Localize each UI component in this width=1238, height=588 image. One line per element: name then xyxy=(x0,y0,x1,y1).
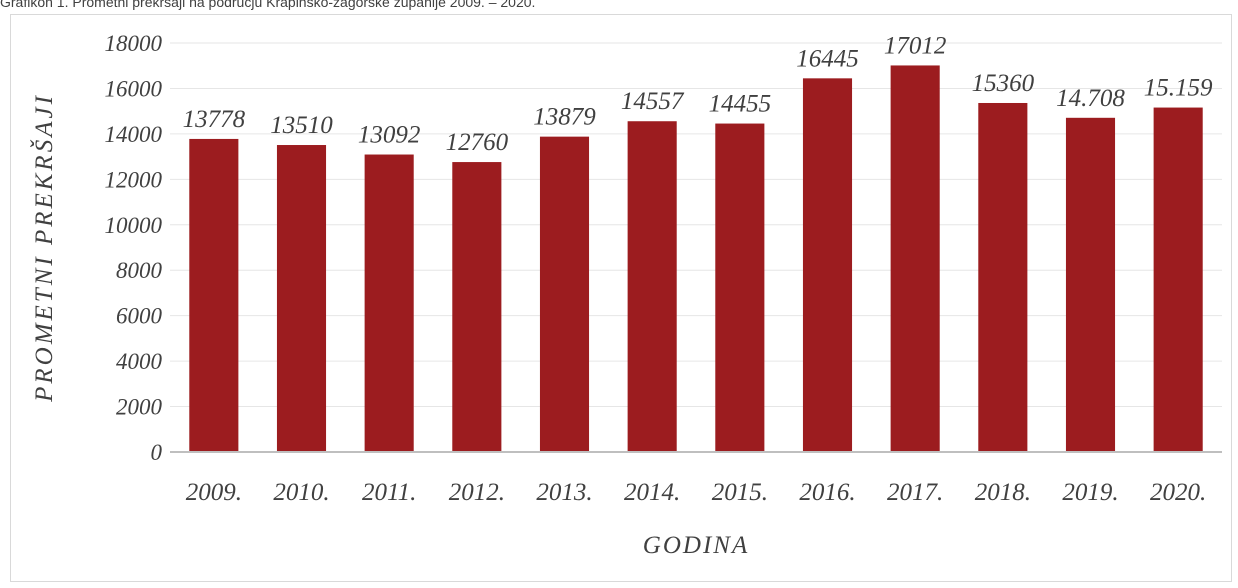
x-tick-label: 2016. xyxy=(799,479,855,506)
data-label: 13778 xyxy=(183,106,246,133)
x-tick-label: 2011. xyxy=(362,479,416,506)
x-tick-label: 2014. xyxy=(624,479,680,506)
gridlines xyxy=(170,42,1222,408)
bar xyxy=(802,78,853,452)
data-label: 13510 xyxy=(270,112,333,139)
x-tick-label: 2015. xyxy=(712,479,768,506)
bar xyxy=(627,121,677,453)
bar xyxy=(276,145,327,453)
y-tick-label: 4000 xyxy=(116,349,163,374)
bar xyxy=(539,136,590,452)
x-tick-label: 2009. xyxy=(186,479,242,506)
y-tick-label: 18000 xyxy=(105,31,163,56)
y-tick-label: 12000 xyxy=(105,167,163,192)
x-tick-labels: 2009. 2010. 2011. 2012. 2013. 2014. 2015. 2016.… xyxy=(186,479,1207,506)
x-tick-label: 2019. xyxy=(1062,479,1118,506)
bar xyxy=(1153,107,1203,452)
x-tick-label: 2010. xyxy=(273,479,329,506)
y-axis-title: PROMETNI PREKRŠAJI xyxy=(30,93,58,403)
x-tick-label: 2020. xyxy=(1150,479,1206,506)
data-label: 16445 xyxy=(796,45,859,72)
y-tick-labels: 0 2000 4000 6000 8000 10000 12000 14000 16000 180… xyxy=(105,31,163,465)
x-tick-label: 2017. xyxy=(887,479,943,506)
y-tick-label: 8000 xyxy=(116,258,163,283)
y-tick-label: 2000 xyxy=(116,395,163,420)
bars xyxy=(189,65,1203,453)
bar xyxy=(1065,117,1116,453)
bar xyxy=(978,102,1028,452)
figure-caption: Grafikon 1. Prometni prekršaji na područ… xyxy=(0,0,536,10)
y-tick-label: 10000 xyxy=(105,213,163,238)
data-label: 13092 xyxy=(358,122,421,149)
data-label: 17012 xyxy=(884,32,947,59)
chart-frame xyxy=(10,14,1232,582)
x-tick-label: 2013. xyxy=(536,479,592,506)
bar xyxy=(890,65,940,452)
bar xyxy=(715,123,765,452)
bar xyxy=(452,162,502,452)
data-label: 13879 xyxy=(533,104,596,131)
y-tick-label: 14000 xyxy=(105,122,163,147)
data-label: 12760 xyxy=(446,129,509,156)
y-tick-label: 6000 xyxy=(116,304,163,329)
bar xyxy=(189,138,239,452)
bar xyxy=(364,154,414,452)
data-label: 15.159 xyxy=(1144,75,1213,102)
data-labels: 13778 13510 13092 12760 13879 14557 14455 16445… xyxy=(183,32,1213,156)
x-axis-title: GODINA xyxy=(643,532,749,559)
y-tick-label: 0 xyxy=(151,440,163,465)
data-label: 15360 xyxy=(972,70,1035,97)
y-tick-label: 16000 xyxy=(105,76,163,101)
x-tick-label: 2012. xyxy=(449,479,505,506)
data-label: 14.708 xyxy=(1056,85,1125,112)
x-tick-label: 2018. xyxy=(975,479,1031,506)
data-label: 14557 xyxy=(621,88,685,115)
data-label: 14455 xyxy=(709,91,772,118)
